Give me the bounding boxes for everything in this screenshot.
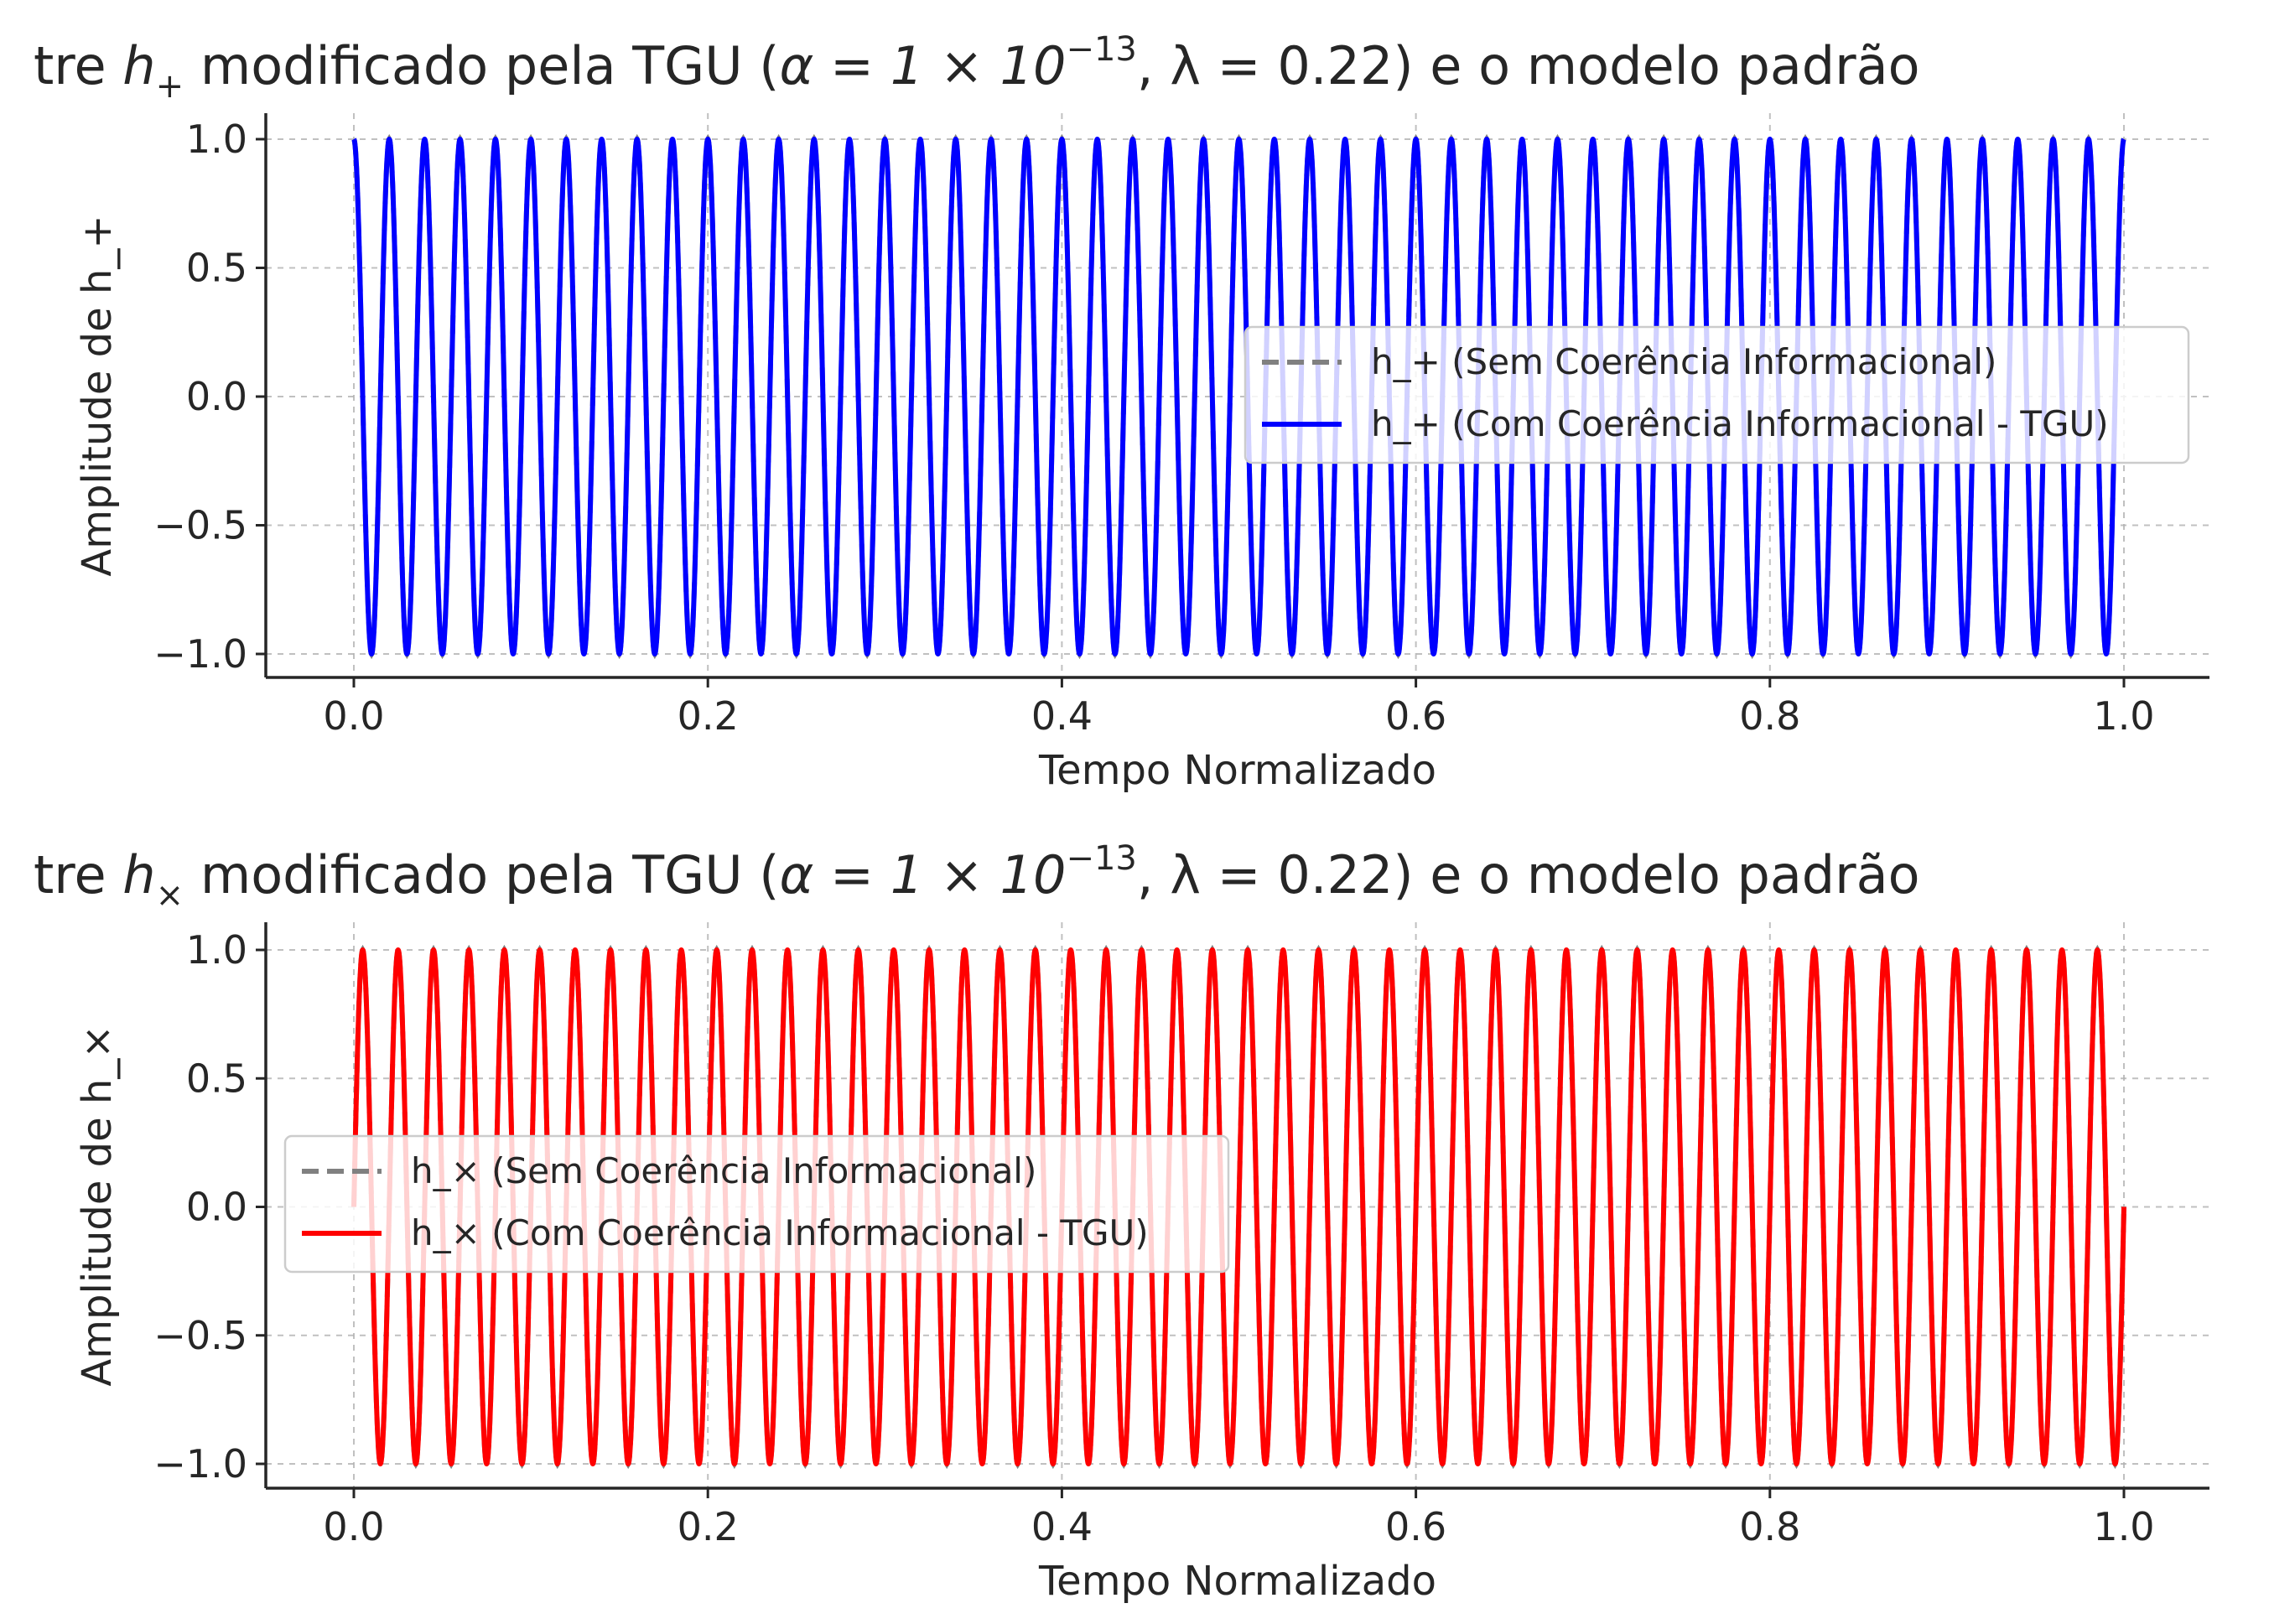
- x-tick-label: 0.6: [1385, 693, 1446, 739]
- y-tick-label: −1.0: [153, 631, 247, 677]
- plot-h-plus: tre h+ modificado pela TGU (α = 1 × 10−1…: [34, 30, 2209, 794]
- y-ticks-h-cross: 1.0 0.5 0.0 −0.5 −1.0: [153, 927, 266, 1487]
- legend-h-cross: h_× (Sem Coerência Informacional) h_× (C…: [283, 1134, 1230, 1274]
- legend-h-plus: h_+ (Sem Coerência Informacional) h_+ (C…: [1244, 325, 2190, 464]
- legend-label-h-cross-standard: h_× (Sem Coerência Informacional): [411, 1150, 1036, 1191]
- x-tick-label: 0.8: [1739, 693, 1800, 739]
- plot-h-cross: tre h× modificado pela TGU (α = 1 × 10−1…: [34, 839, 2209, 1605]
- chart-title-h-cross: tre h× modificado pela TGU (α = 1 × 10−1…: [34, 839, 1920, 915]
- legend-label-h-plus-tgu: h_+ (Com Coerência Informacional - TGU): [1371, 403, 2109, 444]
- x-tick-label: 0.2: [678, 693, 739, 739]
- x-tick-label: 0.0: [323, 693, 384, 739]
- legend-label-h-plus-standard: h_+ (Sem Coerência Informacional): [1371, 341, 1996, 382]
- x-tick-label: 0.4: [1031, 1504, 1093, 1549]
- y-tick-label: −1.0: [153, 1441, 247, 1487]
- y-tick-label: 0.5: [186, 246, 247, 291]
- x-tick-label: 0.2: [678, 1504, 739, 1549]
- series-line-h-cross-tgu-path: [351, 947, 2126, 1466]
- legend-box-h-plus: [1244, 325, 2190, 464]
- x-ticks-h-plus: 0.0 0.2 0.4 0.6 0.8 1.0: [323, 677, 2155, 739]
- y-tick-label: 0.0: [186, 1185, 247, 1230]
- y-tick-label: 0.5: [186, 1056, 247, 1101]
- y-tick-label: 1.0: [186, 927, 247, 973]
- series-line-h-plus-tgu: [351, 137, 2126, 656]
- x-tick-label: 1.0: [2093, 1504, 2154, 1549]
- y-tick-label: 1.0: [186, 117, 247, 162]
- x-axis-label-h-plus: Tempo Normalizado: [1038, 747, 1436, 794]
- legend-box-h-cross: [283, 1134, 1230, 1274]
- series-line-h-cross-tgu: [351, 947, 2126, 1466]
- y-axis-label-h-cross: Amplitude de h_×: [74, 1025, 121, 1386]
- y-tick-label: −0.5: [153, 503, 247, 548]
- y-tick-label: 0.0: [186, 374, 247, 419]
- y-ticks-h-plus: 1.0 0.5 0.0 −0.5 −1.0: [153, 117, 266, 677]
- y-axis-label-h-plus: Amplitude de h_+: [74, 215, 121, 576]
- series-line-h-plus-tgu-path: [351, 137, 2126, 656]
- x-tick-label: 0.4: [1031, 693, 1093, 739]
- chart-title-h-plus: tre h+ modificado pela TGU (α = 1 × 10−1…: [34, 30, 1920, 106]
- legend-label-h-cross-tgu: h_× (Com Coerência Informacional - TGU): [411, 1212, 1149, 1253]
- x-axis-label-h-cross: Tempo Normalizado: [1038, 1558, 1436, 1605]
- x-tick-label: 0.8: [1739, 1504, 1800, 1549]
- y-tick-label: −0.5: [153, 1313, 247, 1358]
- x-tick-label: 0.0: [323, 1504, 384, 1549]
- x-tick-label: 0.6: [1385, 1504, 1446, 1549]
- x-ticks-h-cross: 0.0 0.2 0.4 0.6 0.8 1.0: [323, 1488, 2155, 1549]
- x-tick-label: 1.0: [2093, 693, 2154, 739]
